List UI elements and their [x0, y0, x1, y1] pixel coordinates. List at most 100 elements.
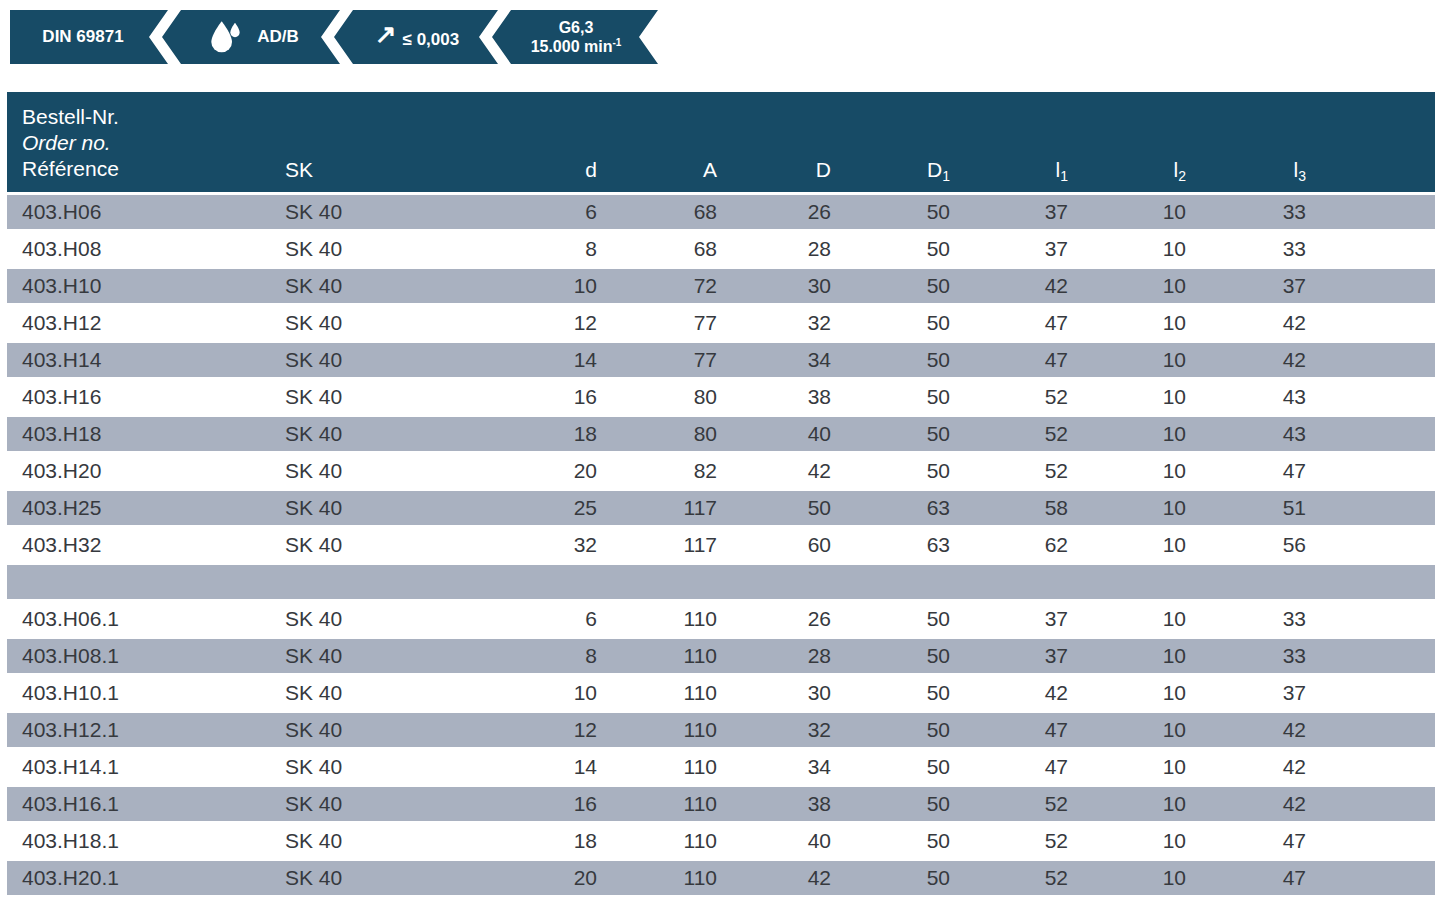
- l2-cell: 10: [1068, 824, 1186, 858]
- sk-cell: SK 40: [285, 602, 485, 636]
- d1-cell: 50: [831, 232, 950, 266]
- l3-cell: 37: [1186, 676, 1306, 710]
- d-cell: 12: [485, 713, 597, 747]
- badge-coolant-label: AD/B: [257, 27, 299, 47]
- l3-cell: 37: [1186, 269, 1306, 303]
- d-cell: 20: [485, 454, 597, 488]
- dd-cell: 26: [717, 602, 831, 636]
- d-cell: 16: [485, 787, 597, 821]
- order-no-cell: 403.H16: [7, 380, 285, 414]
- d-cell: 12: [485, 306, 597, 340]
- d1-cell: 50: [831, 787, 950, 821]
- l1-cell: 47: [950, 343, 1068, 377]
- sk-cell: SK 40: [285, 676, 485, 710]
- row-trailing-spacer: [1306, 824, 1435, 858]
- table-row: 403.H06.1SK 4061102650371033: [7, 602, 1435, 636]
- row-trailing-spacer: [1306, 306, 1435, 340]
- row-trailing-spacer: [1306, 491, 1435, 525]
- order-no-cell: 403.H10: [7, 269, 285, 303]
- a-cell: 77: [597, 306, 717, 340]
- table-row: 403.H32SK 40321176063621056: [7, 528, 1435, 562]
- d1-cell: 50: [831, 861, 950, 895]
- d1-cell: 50: [831, 676, 950, 710]
- l1-cell: [950, 565, 1068, 599]
- d-cell: 6: [485, 602, 597, 636]
- order-no-cell: 403.H12.1: [7, 713, 285, 747]
- d1-cell: 50: [831, 269, 950, 303]
- d-cell: 16: [485, 380, 597, 414]
- table-row: 403.H12SK 4012773250471042: [7, 306, 1435, 340]
- badge-din-label: DIN 69871: [42, 27, 123, 47]
- l1-cell: 52: [950, 824, 1068, 858]
- dd-cell: 50: [717, 491, 831, 525]
- sk-cell: SK 40: [285, 528, 485, 562]
- sk-cell: SK 40: [285, 713, 485, 747]
- order-no-cell: 403.H08.1: [7, 639, 285, 673]
- header-line-de: Bestell-Nr.: [22, 104, 285, 130]
- d-cell: 14: [485, 750, 597, 784]
- l2-cell: 10: [1068, 713, 1186, 747]
- l3-cell: 33: [1186, 639, 1306, 673]
- l2-cell: 10: [1068, 676, 1186, 710]
- a-cell: 117: [597, 491, 717, 525]
- sk-cell: SK 40: [285, 491, 485, 525]
- sk-cell: SK 40: [285, 343, 485, 377]
- col-header-l3: l3: [1186, 92, 1306, 192]
- row-trailing-spacer: [1306, 454, 1435, 488]
- coolant-drops-icon: [205, 17, 245, 57]
- l2-cell: 10: [1068, 195, 1186, 229]
- sk-cell: SK 40: [285, 824, 485, 858]
- table-row: 403.H14SK 4014773450471042: [7, 343, 1435, 377]
- a-cell: 110: [597, 824, 717, 858]
- sk-cell: SK 40: [285, 232, 485, 266]
- l2-cell: 10: [1068, 232, 1186, 266]
- l2-cell: 10: [1068, 639, 1186, 673]
- d-cell: 8: [485, 639, 597, 673]
- d1-cell: 50: [831, 343, 950, 377]
- row-trailing-spacer: [1306, 343, 1435, 377]
- table-row: 403.H12.1SK 40121103250471042: [7, 713, 1435, 747]
- l3-cell: 56: [1186, 528, 1306, 562]
- l3-cell: 43: [1186, 380, 1306, 414]
- d1-cell: 50: [831, 380, 950, 414]
- a-cell: 68: [597, 195, 717, 229]
- col-header-a: A: [597, 92, 717, 192]
- l3-cell: 43: [1186, 417, 1306, 451]
- l2-cell: 10: [1068, 343, 1186, 377]
- d-cell: 8: [485, 232, 597, 266]
- l1-cell: 52: [950, 417, 1068, 451]
- dimension-table: Bestell-Nr. Order no. Référence SK d A D…: [7, 89, 1435, 898]
- row-trailing-spacer: [1306, 380, 1435, 414]
- l2-cell: 10: [1068, 602, 1186, 636]
- badge-din-norm: DIN 69871: [10, 10, 168, 64]
- l1-cell: 52: [950, 454, 1068, 488]
- l2-cell: 10: [1068, 750, 1186, 784]
- a-cell: 80: [597, 380, 717, 414]
- l1-cell: 47: [950, 306, 1068, 340]
- row-trailing-spacer: [1306, 861, 1435, 895]
- badge-runout: ↗ ≤ 0,003: [334, 10, 498, 64]
- l3-cell: [1186, 565, 1306, 599]
- dd-cell: 34: [717, 343, 831, 377]
- row-trailing-spacer: [1306, 417, 1435, 451]
- d1-cell: 63: [831, 528, 950, 562]
- l2-cell: 10: [1068, 528, 1186, 562]
- d1-cell: 50: [831, 750, 950, 784]
- dd-cell: 32: [717, 713, 831, 747]
- l3-cell: 47: [1186, 824, 1306, 858]
- table-row: 403.H16SK 4016803850521043: [7, 380, 1435, 414]
- a-cell: 80: [597, 417, 717, 451]
- header-line-fr: Référence: [22, 156, 285, 182]
- dd-cell: 30: [717, 269, 831, 303]
- l1-cell: 37: [950, 232, 1068, 266]
- row-trailing-spacer: [1306, 195, 1435, 229]
- table-row: 403.H18SK 4018804050521043: [7, 417, 1435, 451]
- d1-cell: 50: [831, 824, 950, 858]
- table-row: 403.H25SK 40251175063581051: [7, 491, 1435, 525]
- sk-cell: SK 40: [285, 861, 485, 895]
- l1-cell: 52: [950, 787, 1068, 821]
- l2-cell: 10: [1068, 454, 1186, 488]
- table-row: 403.H08.1SK 4081102850371033: [7, 639, 1435, 673]
- table-row: 403.H16.1SK 40161103850521042: [7, 787, 1435, 821]
- a-cell: 117: [597, 528, 717, 562]
